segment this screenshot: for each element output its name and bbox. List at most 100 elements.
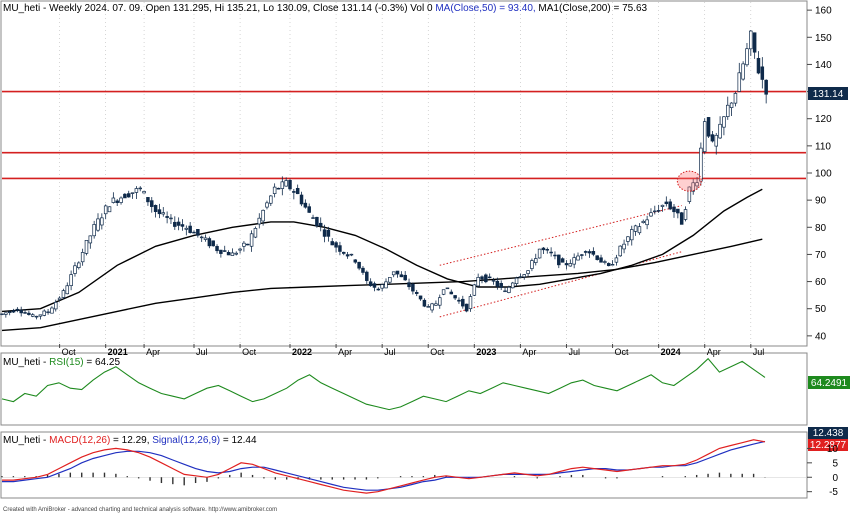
- price-y-tick-label: 100: [815, 169, 832, 180]
- candle-body: [445, 287, 450, 290]
- candle-body: [146, 197, 150, 203]
- candle-body: [683, 209, 688, 220]
- candle-body: [42, 310, 46, 316]
- candle-body: [557, 254, 561, 266]
- rsi-pane[interactable]: [0, 352, 808, 426]
- candle-body: [84, 240, 89, 254]
- rsi-header: MU_heti - RSI(15) = 64.25: [3, 357, 120, 368]
- candle-body: [222, 250, 227, 252]
- candle-body: [196, 229, 200, 236]
- candle-body: [269, 195, 273, 204]
- candle-body: [219, 249, 223, 254]
- candle-body: [276, 187, 281, 190]
- candle-body: [510, 282, 515, 289]
- candle-body: [560, 258, 565, 263]
- candle-body: [7, 311, 12, 313]
- candle-body: [334, 242, 338, 248]
- candle-body: [426, 306, 430, 308]
- price-x-tick-label: Oct: [615, 347, 630, 357]
- candle-body: [553, 254, 557, 257]
- candle-body: [226, 252, 231, 256]
- candle-body: [710, 134, 715, 142]
- price-x-tick-label: Jul: [568, 347, 580, 357]
- candle-body: [549, 251, 553, 254]
- candle-body: [230, 252, 235, 256]
- macd-pane[interactable]: [0, 431, 808, 499]
- svg-text:12.2877: 12.2877: [810, 440, 847, 451]
- candle-body: [357, 261, 361, 269]
- candle-body: [464, 303, 469, 312]
- breakout-highlight: [676, 170, 702, 192]
- candlesticks: [0, 30, 768, 320]
- price-x-tick-label: Jul: [384, 347, 396, 357]
- candle-body: [453, 295, 457, 299]
- candle-body: [756, 57, 761, 74]
- candle-body: [4, 312, 8, 315]
- candle-body: [618, 245, 622, 257]
- candle-body: [34, 315, 39, 318]
- macd-y-tick-label: 10: [827, 444, 839, 455]
- candle-body: [100, 217, 104, 226]
- candle-body: [741, 63, 745, 80]
- candle-body: [115, 200, 119, 203]
- candle-body: [11, 310, 16, 313]
- candle-body: [645, 219, 649, 226]
- candle-body: [595, 255, 599, 260]
- channel-line: [439, 251, 682, 318]
- candle-body: [257, 217, 262, 225]
- candle-body: [434, 303, 438, 306]
- candle-body: [176, 221, 181, 226]
- candle-body: [568, 263, 573, 267]
- candle-body: [695, 182, 699, 187]
- candle-body: [15, 308, 20, 311]
- candle-body: [126, 193, 131, 198]
- candle-body: [679, 212, 684, 225]
- macd-y-tick-label: -5: [829, 487, 838, 498]
- candle-body: [503, 290, 507, 293]
- candle-body: [315, 216, 319, 227]
- price-x-tick-label: Apr: [522, 347, 536, 357]
- candle-body: [653, 210, 657, 213]
- candle-body: [238, 248, 242, 251]
- candle-body: [422, 299, 427, 307]
- candle-body: [656, 210, 661, 212]
- candle-body: [318, 222, 323, 227]
- candle-body: [253, 228, 258, 238]
- candle-body: [438, 297, 442, 306]
- highlight-circle: [676, 170, 702, 192]
- candle-body: [606, 263, 611, 267]
- candle-body: [80, 252, 85, 263]
- candle-body: [265, 202, 269, 208]
- candle-body: [564, 263, 569, 266]
- candle-body: [749, 30, 753, 50]
- candle-body: [380, 284, 384, 289]
- price-y-tick-label: 150: [815, 33, 832, 44]
- candle-body: [591, 251, 596, 255]
- candle-body: [134, 188, 139, 193]
- candle-body: [0, 313, 4, 316]
- candle-body: [449, 291, 454, 295]
- candle-body: [353, 259, 358, 263]
- price-x-tick-label: Jul: [753, 347, 765, 357]
- candle-body: [699, 147, 703, 182]
- candle-body: [522, 274, 526, 278]
- candle-body: [307, 206, 311, 213]
- candle-body: [518, 276, 523, 278]
- rsi-series: [1, 357, 766, 411]
- candle-body: [207, 238, 212, 247]
- candle-body: [19, 309, 23, 314]
- candle-body: [545, 249, 550, 251]
- candle-body: [338, 245, 342, 252]
- price-y-tick-label: 90: [815, 196, 827, 207]
- price-gridlines: [59, 2, 752, 344]
- price-x-axis: Oct 2021 Apr Jul Oct 2022 Apr Jul Oct 2023 Apr Jul O…: [59, 344, 765, 357]
- candle-body: [165, 216, 169, 218]
- candle-body: [23, 312, 27, 314]
- rsi-line: [1, 357, 766, 411]
- candle-body: [54, 302, 58, 310]
- svg-text:64.2491: 64.2491: [811, 378, 848, 389]
- candle-body: [457, 299, 461, 302]
- candle-body: [706, 117, 711, 137]
- candle-body: [737, 72, 742, 92]
